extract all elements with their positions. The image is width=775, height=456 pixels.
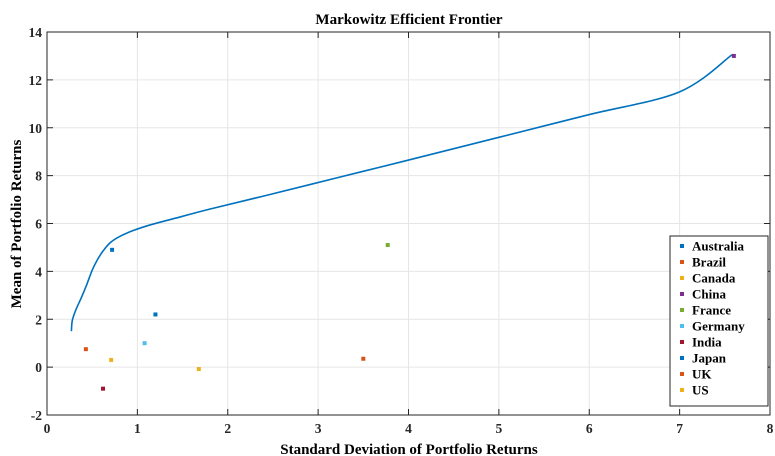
point-us: [109, 357, 114, 362]
x-tick-label: 1: [134, 421, 141, 436]
legend-label-germany: Germany: [692, 319, 745, 334]
legend-marker-japan: [680, 356, 684, 360]
legend-label-brazil: Brazil: [692, 255, 726, 270]
legend-label-china: China: [692, 287, 726, 302]
y-tick-label: 0: [35, 360, 42, 375]
y-tick-label: -2: [31, 408, 42, 423]
point-canada: [196, 367, 201, 372]
legend-marker-uk: [680, 372, 684, 376]
y-tick-label: 10: [29, 121, 43, 136]
x-tick-label: 5: [496, 421, 503, 436]
legend: AustraliaBrazilCanadaChinaFranceGermanyI…: [669, 235, 769, 407]
x-tick-labels: 0 1 2 3 4 5 6 7 8: [44, 421, 774, 436]
x-tick-label: 7: [676, 421, 683, 436]
legend-label-us: US: [692, 383, 709, 398]
point-germany: [142, 341, 147, 346]
point-china: [731, 53, 736, 58]
y-tick-label: 14: [29, 25, 43, 40]
y-tick-label: 2: [35, 312, 42, 327]
y-tick-label: 6: [35, 217, 42, 232]
point-australia: [110, 247, 115, 252]
legend-label-uk: UK: [692, 367, 712, 382]
x-tick-label: 0: [44, 421, 51, 436]
x-tick-label: 4: [405, 421, 412, 436]
legend-marker-france: [680, 308, 684, 312]
efficient-frontier-line: [70, 54, 733, 332]
y-tick-label: 4: [35, 264, 42, 279]
legend-label-japan: Japan: [692, 351, 727, 366]
x-tick-label: 8: [767, 421, 774, 436]
legend-marker-india: [680, 340, 684, 344]
point-uk: [83, 347, 88, 352]
legend-marker-germany: [680, 324, 684, 328]
x-tick-label: 3: [315, 421, 322, 436]
legend-label-canada: Canada: [692, 271, 736, 286]
y-tick-labels: -2 0 2 4 6 8 10 12 14: [29, 25, 43, 423]
legend-marker-china: [680, 292, 684, 296]
point-brazil: [361, 356, 366, 361]
x-tick-label: 2: [224, 421, 231, 436]
point-japan: [153, 312, 158, 317]
legend-label-india: India: [692, 335, 722, 350]
point-france: [385, 243, 390, 248]
country-points: [83, 53, 736, 391]
point-india: [101, 386, 106, 391]
legend-marker-australia: [680, 244, 684, 248]
legend-box: [669, 235, 769, 407]
x-axis-label: Standard Deviation of Portfolio Returns: [280, 442, 538, 456]
chart-title: Markowitz Efficient Frontier: [315, 12, 503, 28]
legend-marker-us: [680, 388, 684, 392]
x-tick-label: 6: [586, 421, 593, 436]
legend-label-france: France: [692, 303, 731, 318]
y-tick-label: 12: [29, 73, 43, 88]
legend-marker-canada: [680, 276, 684, 280]
y-tick-label: 8: [35, 169, 42, 184]
legend-label-australia: Australia: [692, 239, 745, 254]
legend-marker-brazil: [680, 260, 684, 264]
y-axis-label: Mean of Portfolio Returns: [9, 139, 25, 308]
